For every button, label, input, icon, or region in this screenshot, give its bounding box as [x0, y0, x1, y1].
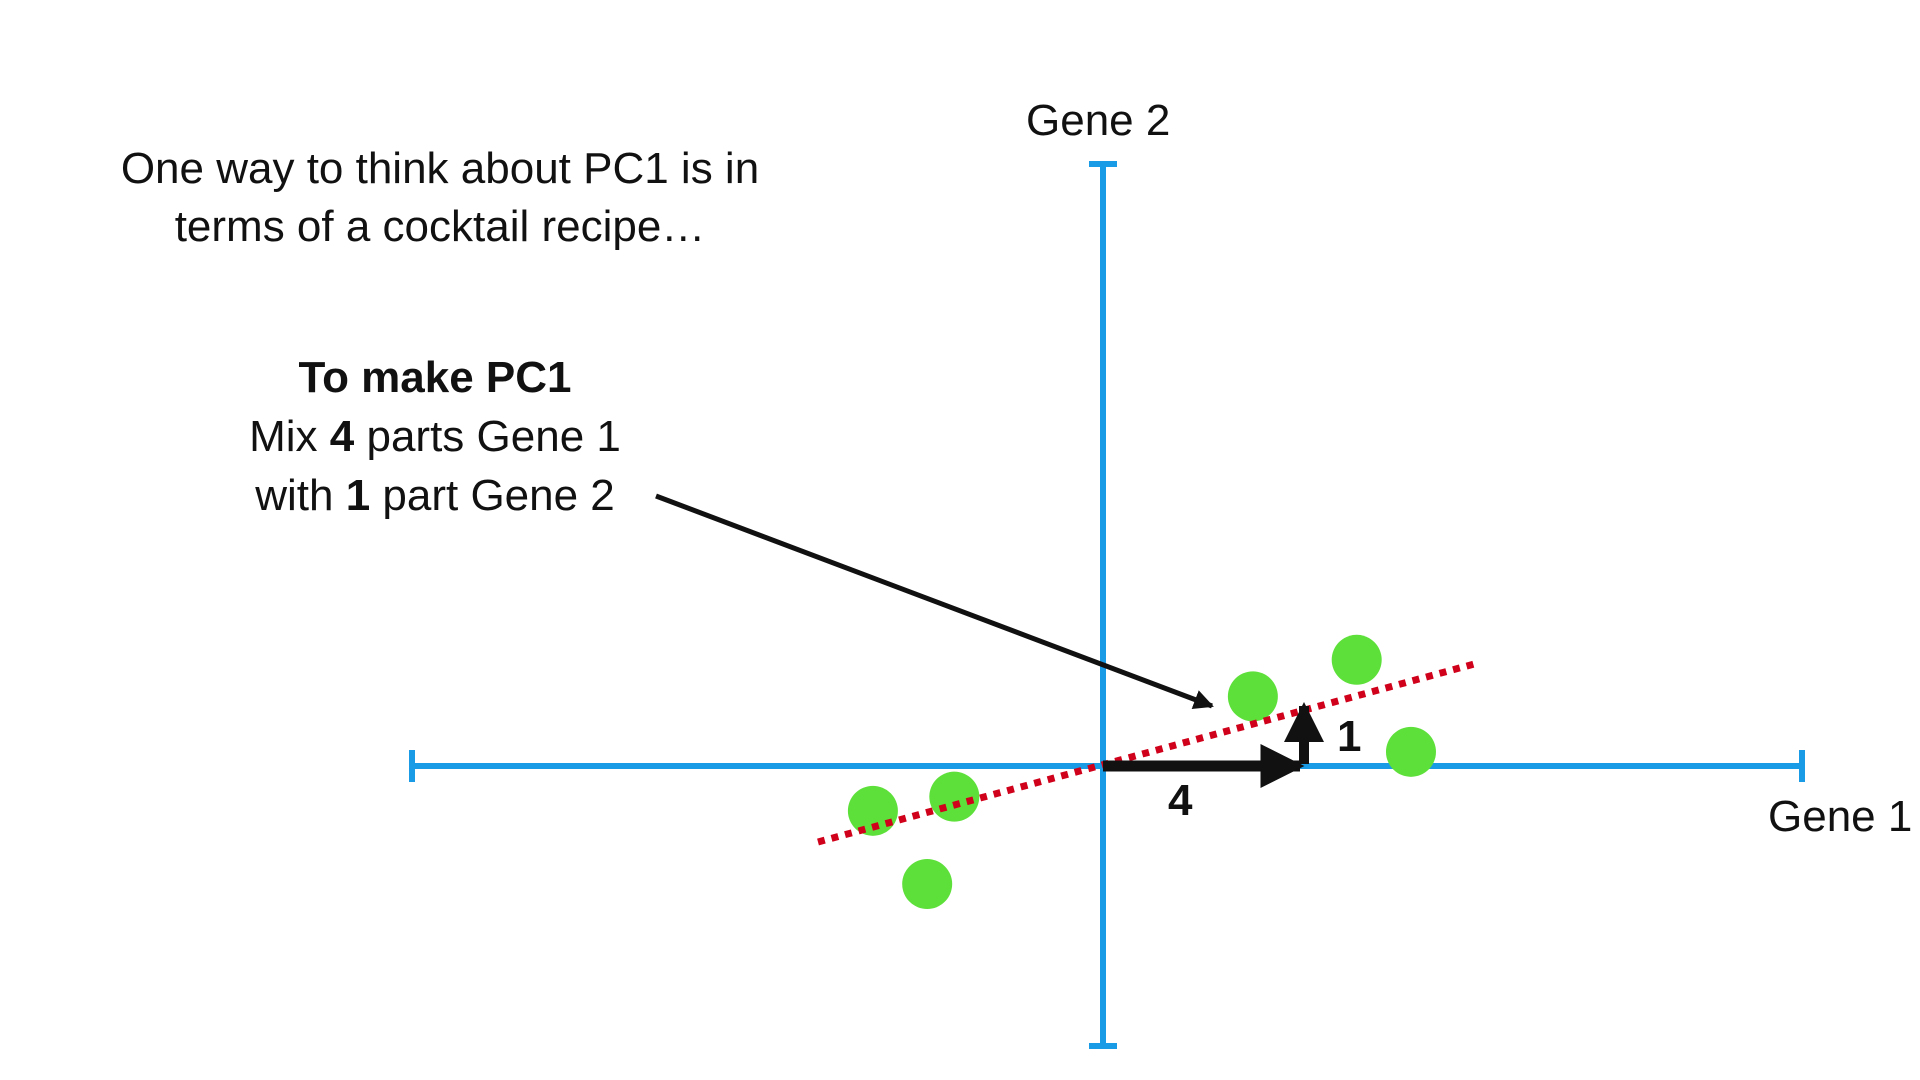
pc1-line — [817, 659, 1479, 846]
gene1-axis-label: Gene 1 — [1768, 792, 1913, 841]
data-points — [847, 634, 1436, 909]
recipe-line-1: Mix 4 parts Gene 1 — [249, 412, 621, 461]
data-point-5 — [1331, 634, 1382, 685]
gene1-parts-label: 4 — [1168, 776, 1193, 825]
data-point-6 — [1385, 726, 1436, 777]
intro-line-2: terms of a cocktail recipe… — [174, 202, 706, 251]
intro-text: One way to think about PC1 is in terms o… — [60, 140, 820, 256]
data-point-4 — [1227, 671, 1278, 722]
axes — [409, 161, 1805, 1049]
intro-line-1: One way to think about PC1 is in — [120, 144, 760, 193]
callout-arrow — [655, 493, 1214, 709]
recipe-title: To make PC1 — [298, 353, 572, 402]
recipe-line-2: with 1 part Gene 2 — [255, 471, 615, 520]
gene2-axis-label: Gene 2 — [1026, 96, 1171, 145]
data-point-3 — [902, 859, 953, 909]
gene2-parts-label: 1 — [1337, 712, 1362, 761]
data-point-1 — [847, 785, 898, 836]
recipe-text: To make PC1 Mix 4 parts Gene 1 with 1 pa… — [185, 348, 685, 525]
